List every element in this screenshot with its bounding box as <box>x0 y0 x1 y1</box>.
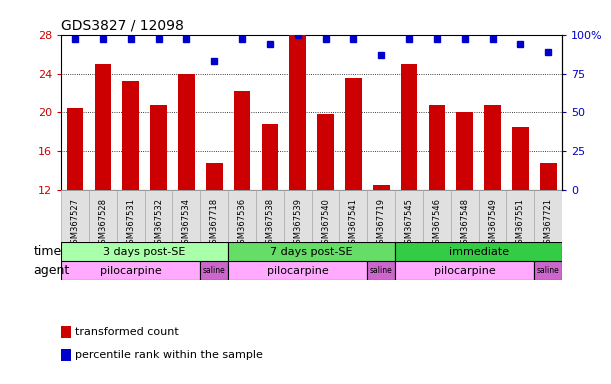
Bar <box>540 163 557 190</box>
Bar <box>284 190 312 242</box>
Text: 7 days post-SE: 7 days post-SE <box>270 247 353 257</box>
Text: time: time <box>33 245 62 258</box>
Text: GSM367719: GSM367719 <box>377 198 386 249</box>
Text: GSM367527: GSM367527 <box>70 198 79 249</box>
Bar <box>507 190 534 242</box>
Text: GSM367721: GSM367721 <box>544 198 553 249</box>
Bar <box>61 261 200 280</box>
Bar <box>95 64 111 190</box>
Text: GSM367551: GSM367551 <box>516 198 525 249</box>
Text: 3 days post-SE: 3 days post-SE <box>103 247 186 257</box>
Text: GSM367718: GSM367718 <box>210 198 219 249</box>
Text: immediate: immediate <box>448 247 509 257</box>
Bar <box>290 35 306 190</box>
Bar <box>61 190 89 242</box>
Bar <box>451 190 478 242</box>
Bar <box>456 113 473 190</box>
Text: transformed count: transformed count <box>75 327 178 337</box>
Bar <box>395 190 423 242</box>
Text: GSM367549: GSM367549 <box>488 198 497 249</box>
Bar <box>233 91 251 190</box>
Bar <box>428 105 445 190</box>
Text: GSM367548: GSM367548 <box>460 198 469 249</box>
Bar <box>534 190 562 242</box>
Bar <box>262 124 278 190</box>
Bar <box>367 261 395 280</box>
Bar <box>145 190 172 242</box>
Bar <box>312 190 340 242</box>
Text: saline: saline <box>203 266 225 275</box>
Text: GSM367545: GSM367545 <box>404 198 414 249</box>
Text: pilocarpine: pilocarpine <box>434 266 496 276</box>
Bar <box>317 114 334 190</box>
Bar <box>395 242 562 261</box>
Text: GSM367539: GSM367539 <box>293 198 302 249</box>
Bar <box>150 105 167 190</box>
Bar <box>373 185 390 190</box>
Bar <box>200 190 228 242</box>
Bar <box>484 105 501 190</box>
Bar <box>228 242 395 261</box>
Bar <box>512 127 529 190</box>
Bar <box>117 190 145 242</box>
Bar <box>534 261 562 280</box>
Bar <box>395 261 534 280</box>
Bar <box>256 190 284 242</box>
Text: GSM367532: GSM367532 <box>154 198 163 249</box>
Text: GSM367546: GSM367546 <box>433 198 441 249</box>
Text: pilocarpine: pilocarpine <box>100 266 161 276</box>
Bar <box>228 190 256 242</box>
Text: GSM367534: GSM367534 <box>182 198 191 249</box>
Text: GSM367540: GSM367540 <box>321 198 330 249</box>
Text: GDS3827 / 12098: GDS3827 / 12098 <box>61 18 184 32</box>
Bar <box>401 64 417 190</box>
Text: GSM367541: GSM367541 <box>349 198 358 249</box>
Bar <box>367 190 395 242</box>
Bar <box>67 108 83 190</box>
Text: GSM367538: GSM367538 <box>265 198 274 249</box>
Bar <box>206 163 222 190</box>
Bar <box>89 190 117 242</box>
Bar <box>122 81 139 190</box>
Bar <box>61 242 228 261</box>
Bar <box>172 190 200 242</box>
Bar <box>340 190 367 242</box>
Bar <box>178 73 195 190</box>
Text: percentile rank within the sample: percentile rank within the sample <box>75 350 262 360</box>
Bar <box>228 261 367 280</box>
Text: saline: saline <box>537 266 560 275</box>
Bar <box>423 190 451 242</box>
Text: GSM367536: GSM367536 <box>238 198 246 249</box>
Bar <box>200 261 228 280</box>
Text: GSM367528: GSM367528 <box>98 198 108 249</box>
Text: pilocarpine: pilocarpine <box>267 266 329 276</box>
Text: GSM367531: GSM367531 <box>126 198 135 249</box>
Bar <box>478 190 507 242</box>
Text: agent: agent <box>33 264 70 277</box>
Bar <box>345 78 362 190</box>
Text: saline: saline <box>370 266 393 275</box>
